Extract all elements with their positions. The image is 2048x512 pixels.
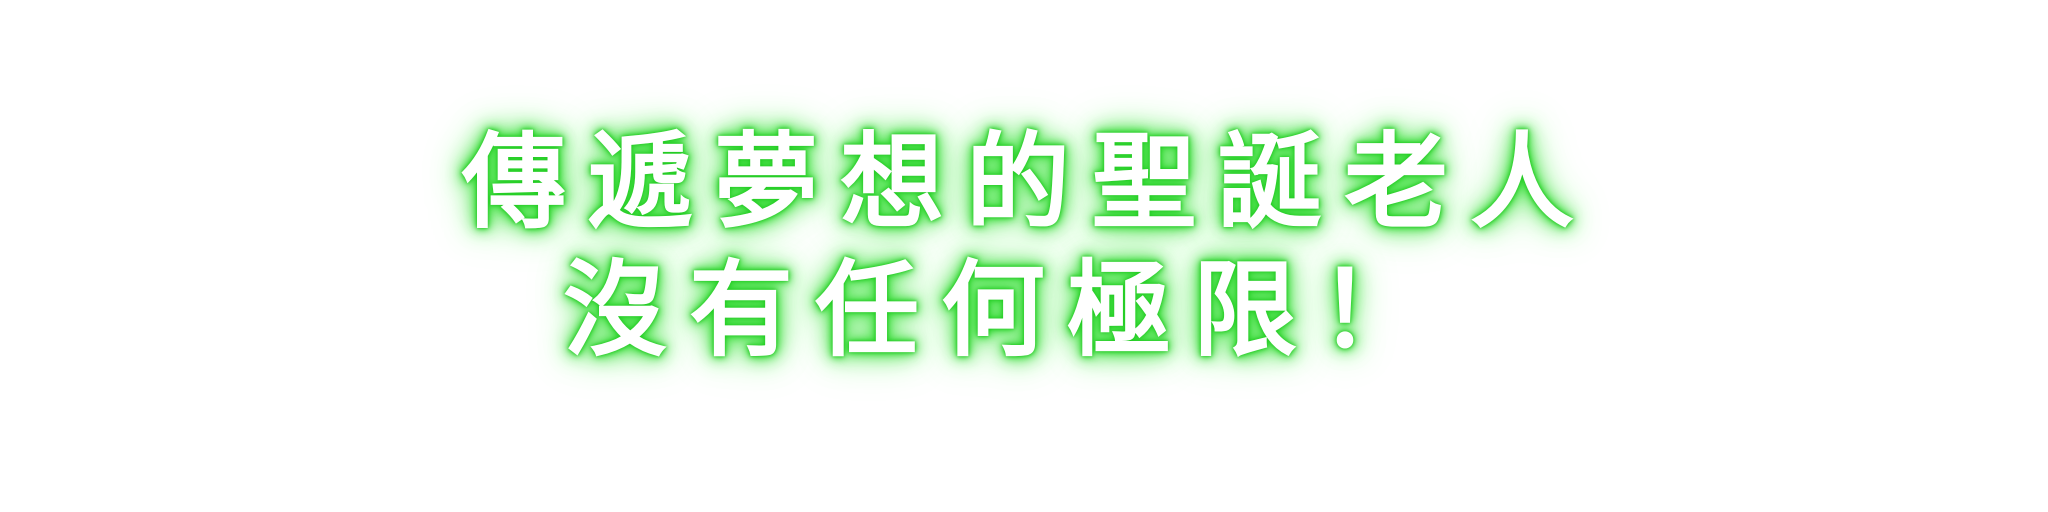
headline-line-2: 沒有任何極限！ (562, 249, 1445, 371)
banner-headline: 傳遞夢想的聖誕老人 沒有任何極限！ (0, 118, 2048, 374)
headline-line-1: 傳遞夢想的聖誕老人 (461, 121, 1596, 243)
